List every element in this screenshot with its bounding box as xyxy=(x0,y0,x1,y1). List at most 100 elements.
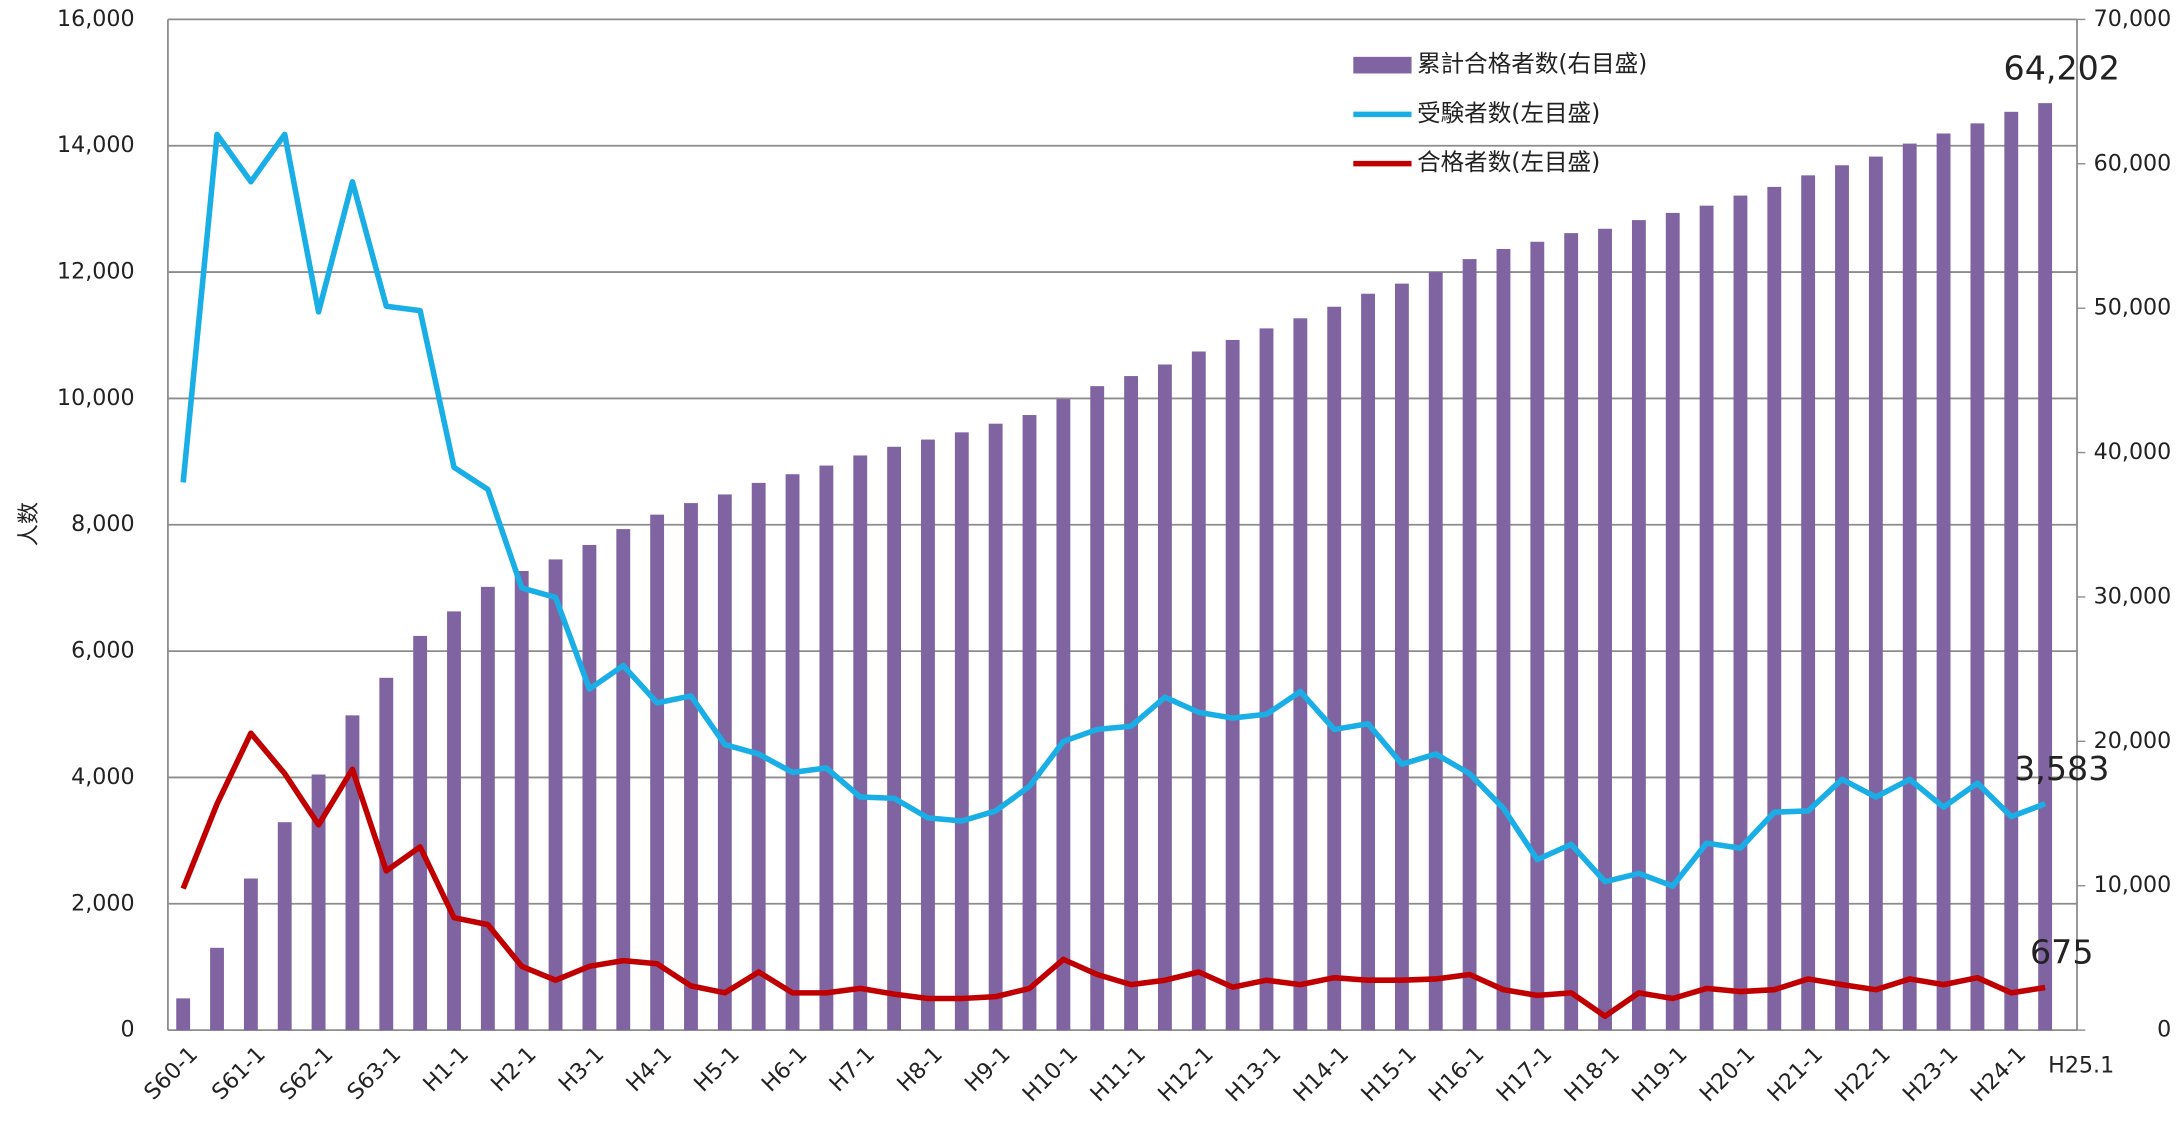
x-tick-label: H11-1 xyxy=(1085,1041,1151,1107)
y-tick-label: 4,000 xyxy=(71,764,134,790)
bar xyxy=(1665,212,1680,1031)
x-tick-label: H7-1 xyxy=(824,1041,880,1097)
data-label: 675 xyxy=(2030,933,2094,972)
x-tick-label: S63-1 xyxy=(342,1041,406,1105)
bar xyxy=(1733,195,1748,1031)
bar xyxy=(1598,228,1612,1031)
bar xyxy=(345,715,360,1031)
legend-swatch xyxy=(1353,56,1412,74)
bar xyxy=(1496,248,1511,1031)
bar xyxy=(1835,165,1849,1031)
bar xyxy=(379,677,394,1031)
y-tick-label: 16,000 xyxy=(57,6,135,32)
bar xyxy=(176,998,191,1031)
x-tick-label: H12-1 xyxy=(1153,1041,1219,1107)
bar xyxy=(447,611,461,1031)
y-tick-label: 0 xyxy=(121,1017,135,1043)
bar xyxy=(1462,259,1477,1031)
x-tick-label: H5-1 xyxy=(689,1041,745,1097)
x-tick-label: H14-1 xyxy=(1288,1041,1354,1107)
x-tick-label: H18-1 xyxy=(1559,1041,1625,1107)
x-tick-label: H16-1 xyxy=(1424,1041,1490,1107)
bar xyxy=(1564,233,1579,1031)
bar xyxy=(1428,272,1443,1031)
bar xyxy=(1902,143,1917,1031)
y2-tick-label: 60,000 xyxy=(2094,150,2172,176)
bar xyxy=(514,570,529,1031)
x-tick-label: H21-1 xyxy=(1762,1041,1828,1107)
bar xyxy=(616,529,631,1031)
bar xyxy=(1868,156,1883,1031)
x-tick-label: H19-1 xyxy=(1627,1041,1693,1107)
x-tick-label: H22-1 xyxy=(1830,1041,1896,1107)
bar xyxy=(954,432,969,1031)
bar xyxy=(717,494,732,1031)
x-tick-label: H2-1 xyxy=(486,1041,542,1097)
bar xyxy=(548,559,563,1031)
x-tick-label: H3-1 xyxy=(554,1041,610,1097)
bar xyxy=(311,774,326,1031)
bar xyxy=(1767,186,1782,1031)
y2-tick-label: 0 xyxy=(2157,1017,2171,1043)
bar xyxy=(853,455,868,1031)
y-tick-label: 10,000 xyxy=(57,385,135,411)
bar xyxy=(988,423,1003,1031)
bar xyxy=(1124,376,1139,1031)
bar xyxy=(1631,220,1646,1031)
x-tick-label: H23-1 xyxy=(1898,1041,1964,1107)
x-tick-label: S61-1 xyxy=(207,1041,271,1105)
y-axis-label: 人数 xyxy=(16,502,42,546)
bar xyxy=(684,503,698,1031)
bar xyxy=(2004,111,2019,1031)
x-tick-label: H20-1 xyxy=(1695,1041,1761,1107)
bar xyxy=(819,465,834,1031)
legend-label: 合格者数(左目盛) xyxy=(1417,148,1600,176)
x-tick-label: S60-1 xyxy=(139,1041,203,1105)
bar xyxy=(1191,351,1206,1031)
bar xyxy=(582,544,597,1031)
y-tick-label: 2,000 xyxy=(71,890,134,916)
x-tick-label: S62-1 xyxy=(275,1041,339,1105)
line xyxy=(180,131,2047,889)
bar xyxy=(1394,283,1409,1031)
data-label: 64,202 xyxy=(2004,48,2120,87)
bar xyxy=(243,878,258,1031)
bar xyxy=(1936,133,1951,1031)
bar xyxy=(480,586,495,1031)
x-tick-label: H13-1 xyxy=(1221,1041,1287,1107)
bar xyxy=(1022,415,1037,1031)
x-tick-label: H15-1 xyxy=(1356,1041,1422,1107)
x-tick-label: H1-1 xyxy=(418,1041,474,1097)
bar xyxy=(413,635,428,1031)
y2-tick-label: 20,000 xyxy=(2094,728,2172,754)
bar xyxy=(921,439,935,1031)
bar xyxy=(650,514,665,1031)
line xyxy=(180,730,2046,1019)
y2-tick-label: 10,000 xyxy=(2094,872,2172,898)
bar xyxy=(1699,205,1714,1031)
x-tick-label: H17-1 xyxy=(1491,1041,1557,1107)
bar xyxy=(1327,306,1342,1031)
bar xyxy=(1259,328,1274,1031)
legend-label: 受験者数(左目盛) xyxy=(1417,99,1600,127)
y2-tick-label: 30,000 xyxy=(2094,583,2172,609)
bar xyxy=(277,822,292,1031)
bar xyxy=(1225,339,1240,1031)
bar xyxy=(210,947,224,1031)
legend-label: 累計合格者数(右目盛) xyxy=(1417,50,1647,78)
x-tick-label: H6-1 xyxy=(757,1041,813,1097)
bar xyxy=(1056,399,1071,1031)
bar xyxy=(2038,103,2053,1031)
data-label: 3,583 xyxy=(2014,749,2109,788)
bar xyxy=(887,446,902,1031)
y2-tick-label: 70,000 xyxy=(2094,6,2172,32)
bar xyxy=(1361,293,1375,1031)
bar xyxy=(785,474,800,1031)
bar xyxy=(1801,175,1816,1031)
y-tick-label: 6,000 xyxy=(71,638,134,664)
x-tick-label: H25.1 xyxy=(2048,1053,2114,1079)
bar xyxy=(1530,241,1545,1031)
bar xyxy=(1293,318,1308,1031)
x-tick-label: H8-1 xyxy=(892,1041,948,1097)
